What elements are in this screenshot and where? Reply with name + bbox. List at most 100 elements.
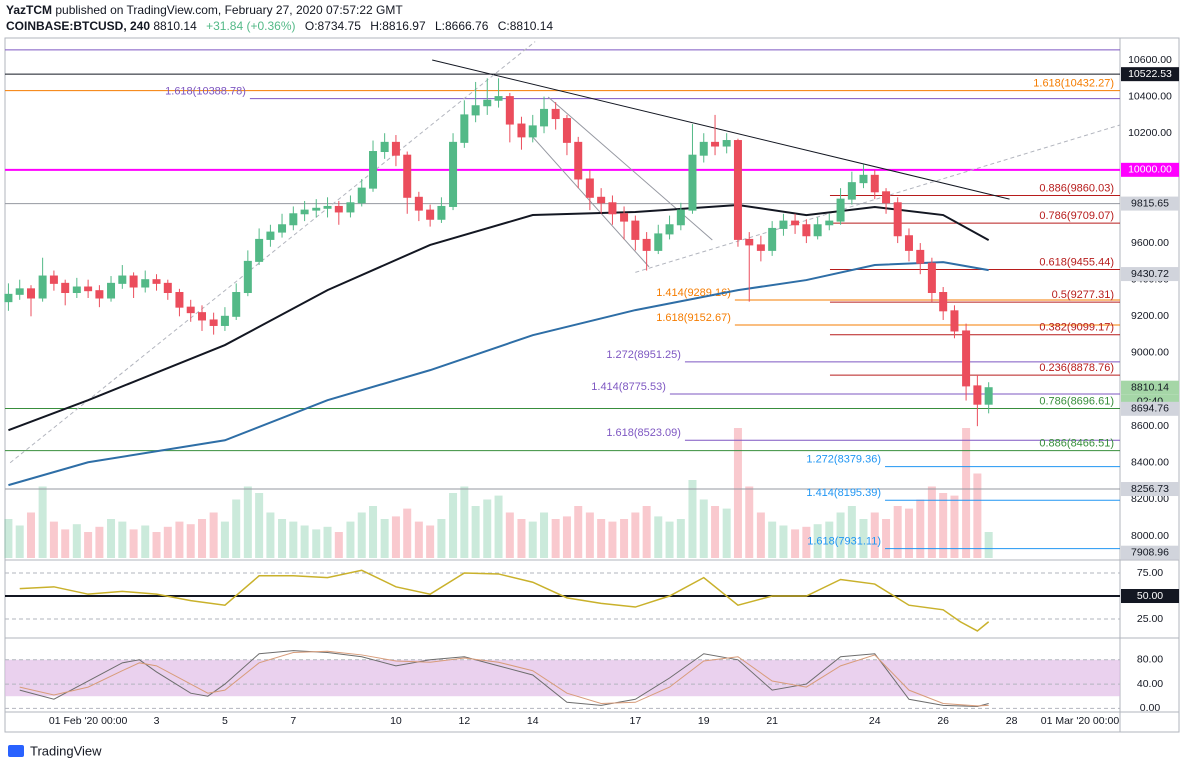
y-tick-label: 9000.00 bbox=[1131, 347, 1169, 359]
candle-body bbox=[574, 141, 583, 180]
candle-body bbox=[483, 99, 492, 107]
volume-bar bbox=[460, 486, 469, 558]
candle-body bbox=[346, 202, 355, 213]
candle-body bbox=[118, 275, 127, 284]
y-tick-label: 8000.00 bbox=[1131, 530, 1169, 542]
volume-bar bbox=[893, 506, 902, 558]
candle-body bbox=[15, 288, 24, 295]
candle-body bbox=[642, 238, 651, 251]
y-tick-label: 8200.00 bbox=[1131, 493, 1169, 505]
volume-bar bbox=[232, 499, 241, 558]
high: H:8816.97 bbox=[370, 19, 426, 33]
volume-bar bbox=[289, 521, 298, 558]
volume-bar bbox=[403, 508, 412, 558]
price-box bbox=[1121, 545, 1179, 560]
candle-body bbox=[768, 227, 777, 251]
candle-body bbox=[49, 275, 58, 284]
y-tick-label: 80.00 bbox=[1137, 654, 1163, 666]
x-tick-label: 3 bbox=[154, 715, 160, 727]
volume-bar bbox=[756, 512, 765, 558]
candle-body bbox=[186, 306, 195, 314]
candle-body bbox=[950, 310, 959, 332]
volume-bar bbox=[61, 529, 70, 558]
volume-bar bbox=[255, 493, 264, 558]
y-tick-label: 9600.00 bbox=[1131, 237, 1169, 249]
volume-bar bbox=[505, 512, 514, 558]
level-label: 0.886(9860.03) bbox=[1039, 182, 1114, 194]
volume-bar bbox=[688, 480, 697, 558]
candle-body bbox=[403, 154, 412, 198]
candle-body bbox=[72, 286, 81, 294]
volume-bar bbox=[904, 508, 913, 558]
y-tick-label: 0.00 bbox=[1140, 702, 1161, 714]
level-label: 1.272(8379.36) bbox=[806, 453, 881, 465]
volume-bar bbox=[323, 526, 332, 558]
trend-line bbox=[635, 124, 1121, 273]
candle-body bbox=[232, 292, 241, 317]
candle-body bbox=[95, 290, 104, 299]
volume-bar bbox=[38, 486, 47, 558]
candle-body bbox=[437, 205, 446, 220]
candle-body bbox=[904, 235, 913, 251]
publish-line: YazTCM published on TradingView.com, Feb… bbox=[6, 3, 409, 17]
candle-body bbox=[312, 207, 321, 211]
level-label: 1.618(8523.09) bbox=[606, 427, 681, 439]
volume-bar bbox=[391, 516, 400, 558]
price-box bbox=[1121, 380, 1179, 395]
volume-bar bbox=[380, 519, 389, 558]
candle-body bbox=[870, 174, 879, 193]
candle-body bbox=[494, 96, 503, 101]
candle-body bbox=[585, 178, 594, 198]
level-label: 1.414(8775.53) bbox=[591, 381, 666, 393]
candle-body bbox=[334, 205, 343, 213]
volume-bar bbox=[426, 525, 435, 558]
x-tick-label: 7 bbox=[290, 715, 296, 727]
volume-bar bbox=[300, 525, 309, 558]
volume-bar bbox=[585, 512, 594, 558]
candle-body bbox=[380, 141, 389, 153]
volume-bar bbox=[312, 529, 321, 558]
volume-bar bbox=[665, 521, 674, 558]
volume-bar bbox=[916, 499, 925, 558]
x-tick-label: 10 bbox=[390, 715, 402, 727]
volume-bar bbox=[540, 512, 549, 558]
candle-body bbox=[426, 209, 435, 220]
x-tick-label: 01 Mar '20 00:00 bbox=[1041, 715, 1120, 727]
price-box-label: 9430.72 bbox=[1131, 268, 1169, 280]
volume-bar bbox=[175, 521, 184, 558]
candle-body bbox=[825, 220, 834, 226]
volume-bar bbox=[562, 516, 571, 558]
candle-body bbox=[38, 275, 47, 299]
candle-body bbox=[357, 187, 366, 204]
price-box bbox=[1121, 482, 1179, 497]
volume-bar bbox=[220, 521, 229, 558]
candle-body bbox=[278, 224, 287, 233]
volume-bar bbox=[72, 524, 81, 558]
candle-body bbox=[517, 123, 526, 138]
candle-body bbox=[266, 231, 275, 240]
level-label: 1.618(7931.11) bbox=[807, 536, 881, 548]
y-tick-label: 50.00 bbox=[1137, 590, 1163, 602]
volume-bar bbox=[198, 519, 207, 558]
volume-bar bbox=[642, 506, 651, 558]
candle-body bbox=[449, 141, 458, 207]
volume-bar bbox=[84, 532, 93, 558]
volume-bar bbox=[357, 512, 366, 558]
volume-bar bbox=[676, 519, 685, 558]
candle-body bbox=[84, 286, 93, 292]
candle-body bbox=[107, 282, 116, 299]
volume-bar bbox=[346, 521, 355, 558]
volume-bar bbox=[608, 521, 617, 558]
y-tick-label: 9200.00 bbox=[1131, 310, 1169, 322]
y-tick-label: 10200.00 bbox=[1128, 127, 1172, 139]
volume-bar bbox=[152, 532, 161, 558]
symbol-line: COINBASE:BTCUSD, 240 8810.14 +31.84 (+0.… bbox=[6, 19, 559, 33]
candle-body bbox=[973, 385, 982, 405]
indicator-line bbox=[8, 261, 989, 487]
price-box-label: 9815.65 bbox=[1131, 197, 1169, 209]
price-box bbox=[1121, 162, 1179, 177]
volume-bar bbox=[802, 526, 811, 558]
y-tick-label: 25.00 bbox=[1137, 613, 1163, 625]
x-tick-label: 19 bbox=[698, 715, 710, 727]
volume-bar bbox=[962, 428, 971, 558]
